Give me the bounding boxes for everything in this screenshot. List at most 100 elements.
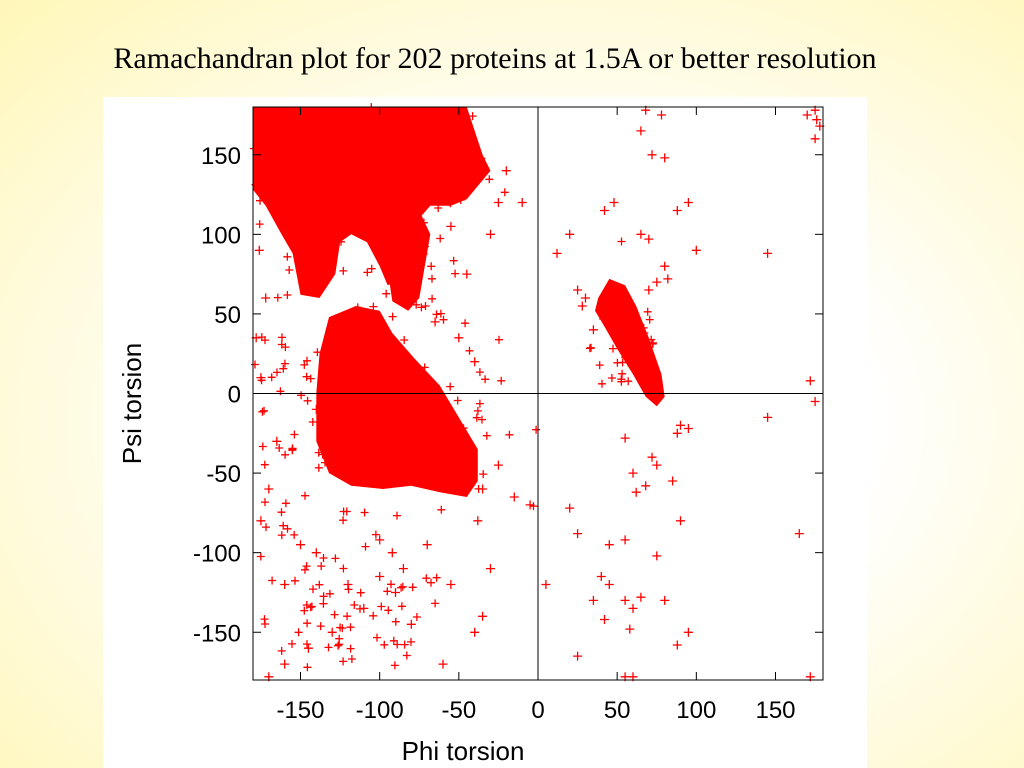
scatter-point [302, 562, 311, 571]
scatter-point [290, 530, 299, 539]
scatter-point [268, 576, 277, 585]
scatter-point [332, 201, 340, 209]
scatter-point [347, 655, 356, 663]
scatter-point [261, 498, 269, 507]
scatter-point [482, 431, 491, 440]
scatter-point [657, 110, 666, 120]
scatter-point [392, 456, 401, 465]
scatter-point [309, 127, 318, 136]
scatter-point [438, 659, 448, 669]
scatter-point [330, 610, 339, 619]
scatter-point [360, 508, 369, 517]
scatter-point [437, 505, 446, 514]
scatter-point [446, 145, 455, 154]
scatter-point [663, 274, 673, 284]
scatter-point [643, 307, 652, 316]
scatter-point [336, 209, 345, 218]
scatter-point [285, 266, 294, 274]
scatter-point [277, 646, 286, 655]
scatter-point [361, 542, 370, 551]
scatter-point [446, 199, 455, 208]
scatter-point [267, 373, 276, 382]
scatter-point [631, 487, 641, 497]
scatter-point [465, 346, 474, 355]
scatter-point [478, 484, 488, 494]
scatter-point [277, 531, 286, 540]
scatter-point [342, 432, 351, 441]
scatter-point [367, 264, 376, 273]
scatter-point [493, 460, 503, 470]
scatter-point [335, 123, 344, 132]
scatter-point [384, 606, 393, 615]
scatter-point [638, 355, 647, 364]
scatter-point [470, 357, 480, 367]
scatter-point [346, 623, 355, 632]
scatter-point [303, 619, 312, 628]
scatter-point [588, 595, 598, 605]
scatter-point [432, 137, 441, 145]
scatter-point [436, 234, 445, 243]
y-tick-label: -50 [206, 461, 241, 488]
scatter-point [641, 481, 651, 491]
scatter-point [279, 108, 288, 117]
scatter-point [598, 379, 606, 388]
x-tick-label: 0 [531, 697, 544, 724]
scatter-point [316, 434, 325, 443]
scatter-point [334, 470, 343, 479]
scatter-point [619, 319, 628, 328]
scatter-point [327, 627, 337, 637]
scatter-point [389, 636, 398, 645]
scatter-point [302, 372, 311, 381]
scatter-point [427, 482, 436, 490]
scatter-point [256, 516, 266, 526]
scatter-point [368, 336, 377, 345]
scatter-point [683, 627, 693, 637]
y-tick-label: 50 [214, 302, 241, 329]
density-region [316, 306, 478, 497]
scatter-point [393, 640, 402, 649]
scatter-point [446, 382, 455, 391]
scatter-point [456, 196, 465, 204]
scatter-point [430, 317, 440, 327]
scatter-point [660, 153, 670, 163]
scatter-point [473, 516, 483, 526]
scatter-point [805, 376, 815, 386]
scatter-point [672, 428, 682, 438]
scatter-point [647, 150, 657, 160]
scatter-point [325, 589, 334, 598]
scatter-point [468, 112, 477, 121]
scatter-point [297, 391, 306, 400]
scatter-point [339, 564, 348, 573]
x-tick-label: 50 [604, 697, 631, 724]
scatter-point [410, 234, 419, 243]
scatter-point [609, 344, 617, 353]
scatter-point [478, 415, 486, 424]
scatter-point [249, 144, 258, 153]
scatter-point [399, 384, 408, 393]
scatter-point [383, 414, 392, 423]
scatter-point [406, 443, 415, 452]
scatter-point [447, 423, 456, 432]
scatter-point [311, 548, 321, 558]
scatter-point [370, 429, 379, 438]
scatter-point [338, 624, 347, 633]
scatter-point [387, 580, 395, 589]
scatter-point [421, 302, 430, 310]
scatter-point [307, 602, 316, 611]
scatter-point [316, 144, 325, 153]
scatter-point [352, 379, 361, 388]
scatter-point [306, 374, 315, 383]
scatter-point [430, 383, 439, 391]
scatter-point [303, 640, 311, 649]
scatter-point [652, 551, 662, 561]
scatter-point [333, 153, 342, 162]
scatter-point [427, 262, 436, 271]
scatter-point [478, 611, 488, 621]
scatter-point [257, 125, 266, 134]
scatter-point [380, 472, 389, 480]
scatter-point [446, 221, 456, 231]
scatter-point [352, 131, 361, 140]
scatter-point [517, 198, 527, 207]
scatter-point [475, 368, 484, 377]
scatter-point [683, 198, 693, 207]
